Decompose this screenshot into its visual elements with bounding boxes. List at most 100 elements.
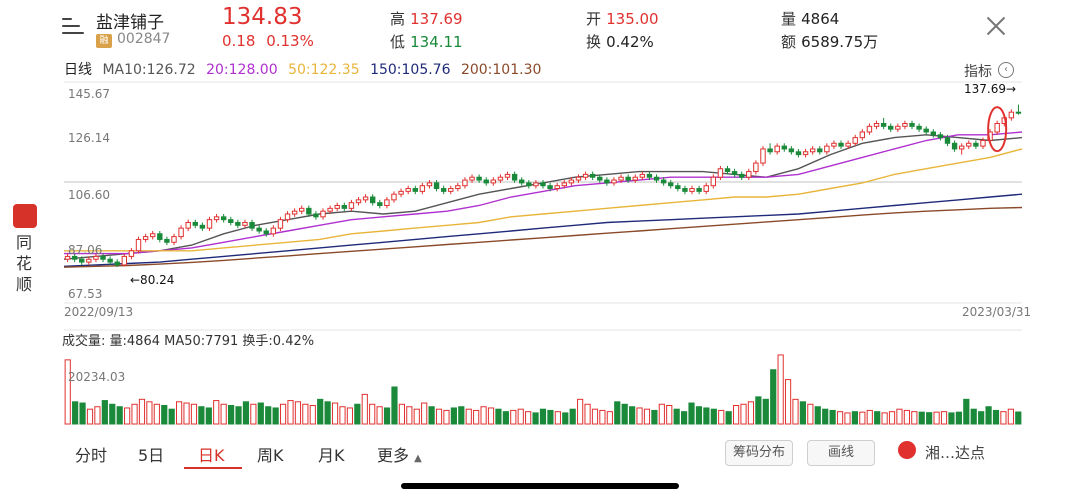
candle	[895, 125, 901, 130]
y-tick-2: 126.14	[68, 131, 110, 145]
draw-line-button[interactable]: 画线	[807, 440, 875, 466]
candle	[64, 255, 71, 260]
volume-bar	[465, 408, 472, 425]
candle	[575, 176, 582, 181]
volume-bar	[859, 411, 866, 425]
volume-bar	[695, 406, 703, 425]
tab-monthly-k[interactable]: 月K	[318, 446, 345, 465]
candle	[86, 258, 92, 263]
candles	[64, 104, 1022, 268]
volume-title: 成交量	[62, 334, 102, 349]
volume-bar	[933, 411, 940, 425]
min-marker: ←80.24	[130, 273, 175, 287]
volume-bar	[383, 407, 391, 425]
volume-value: 4864	[801, 10, 840, 28]
volume-bar	[131, 403, 138, 425]
candle	[916, 125, 922, 130]
candle	[440, 188, 447, 192]
candle	[774, 145, 780, 153]
volume-bar	[250, 403, 257, 425]
candle	[476, 176, 482, 181]
candle	[944, 137, 951, 144]
volume-bar	[287, 400, 294, 425]
tab-weekly-k[interactable]: 周K	[257, 446, 284, 465]
candle	[384, 199, 390, 207]
candle	[313, 213, 319, 218]
margin-tag: 融	[96, 34, 112, 48]
candle	[1008, 111, 1015, 119]
indicator-button[interactable]: 指标	[964, 64, 992, 80]
candle	[604, 179, 610, 184]
candle	[483, 179, 489, 184]
volume-bar	[710, 408, 717, 425]
ma10-label: MA10:126.72	[102, 62, 196, 78]
candle	[731, 171, 738, 175]
volume-bar	[517, 408, 524, 425]
app-logo-icon[interactable]	[13, 204, 37, 228]
candle	[795, 151, 802, 156]
volume-bar	[190, 403, 198, 425]
volume-bar	[146, 401, 153, 425]
volume-bar	[198, 406, 205, 425]
candle	[270, 227, 277, 235]
volume-bar	[421, 402, 428, 425]
volume-bar	[836, 411, 844, 425]
candle	[845, 142, 851, 147]
candle	[554, 185, 560, 190]
chip-distribution-button[interactable]: 筹码分布	[725, 440, 793, 466]
volume-bar	[747, 401, 755, 425]
record-icon[interactable]	[898, 441, 916, 459]
volume-bar	[896, 408, 903, 425]
x-tick-start: 2022/09/13	[64, 305, 134, 319]
candle	[781, 145, 787, 150]
volume-bar	[324, 401, 331, 425]
tab-5day[interactable]: 5日	[138, 446, 165, 465]
candle	[547, 185, 553, 190]
change-percent: 0.13%	[266, 32, 314, 50]
tab-daily-k[interactable]: 日K	[198, 446, 225, 465]
candle	[625, 176, 631, 181]
ma-legend: 日线 MA10:126.72 20:128.00 50:122.35 150:1…	[64, 59, 547, 79]
candle	[682, 188, 688, 192]
volume-bar	[539, 408, 547, 425]
period-label: 日线	[64, 62, 92, 78]
volume-bar	[109, 403, 116, 425]
volume-bar	[361, 393, 368, 425]
high-value: 137.69	[410, 10, 463, 28]
tab-intraday[interactable]: 分时	[75, 446, 108, 465]
ma20-label: 20:128.00	[206, 62, 278, 78]
volume-bar	[688, 402, 695, 425]
volume-bar	[911, 411, 918, 425]
volume-bar	[903, 409, 910, 425]
candle	[533, 182, 539, 187]
app-name: 同花顺	[16, 233, 33, 294]
open-value: 135.00	[606, 10, 659, 28]
volume-bar	[101, 400, 108, 425]
candle	[455, 185, 461, 190]
candle	[171, 236, 177, 243]
chevron-left-icon[interactable]: ‹	[998, 62, 1014, 78]
candle	[668, 182, 674, 187]
candle	[866, 125, 873, 133]
volume-bar	[86, 408, 94, 425]
tab-more[interactable]: 更多 ▲	[377, 442, 422, 466]
volume-bar	[606, 411, 613, 425]
volume-bar	[844, 412, 851, 425]
ma-line-ma20	[64, 131, 1023, 255]
volume-bar	[450, 407, 457, 425]
candle	[902, 122, 908, 127]
watermark-text: 湘…达点	[925, 444, 986, 462]
volume-bar	[1000, 411, 1007, 425]
candle	[880, 122, 887, 127]
volume-bar	[874, 411, 881, 425]
candle	[966, 142, 972, 147]
candle	[1015, 111, 1022, 114]
candle	[192, 221, 198, 226]
candle	[760, 148, 766, 164]
menu-icon[interactable]	[62, 18, 84, 36]
y-tick-3: 106.60	[68, 188, 110, 202]
volume-bars	[64, 354, 1022, 425]
volume-bar	[732, 405, 740, 425]
candle	[568, 179, 575, 184]
